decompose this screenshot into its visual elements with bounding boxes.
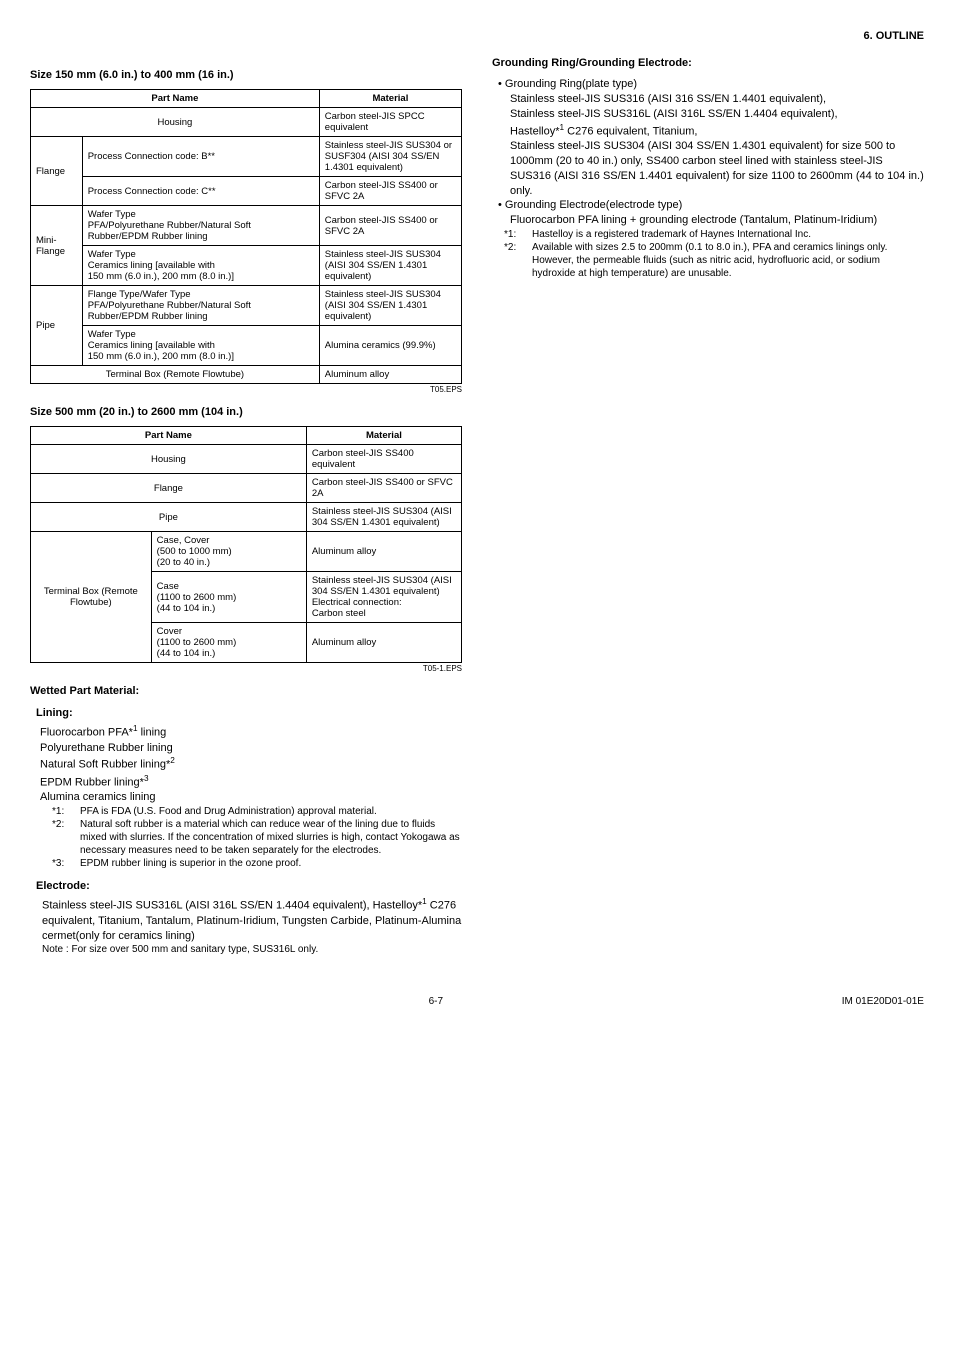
content-columns: Size 150 mm (6.0 in.) to 400 mm (16 in.)…	[30, 57, 924, 956]
t2-r1-part: Case, Cover (500 to 1000 mm) (20 to 40 i…	[151, 532, 306, 572]
t1-h-part: Part Name	[31, 90, 320, 108]
t1-flange-r1-mat: Stainless steel-JIS SUS304 or SUSF304 (A…	[319, 137, 461, 177]
lining-title: Lining:	[30, 707, 462, 719]
grounding-body-2: Stainless steel-JIS SUS316L (AISI 316L S…	[492, 107, 924, 122]
t2-housing-part: Housing	[31, 445, 307, 474]
t1-h-mat: Material	[319, 90, 461, 108]
t1-mini-r2-mat: Stainless steel-JIS SUS304 (AISI 304 SS/…	[319, 246, 461, 286]
size-150-title: Size 150 mm (6.0 in.) to 400 mm (16 in.)	[30, 69, 462, 81]
t1-flange-r2-mat: Carbon steel-JIS SS400 or SFVC 2A	[319, 177, 461, 206]
document-id: IM 01E20D01-01E	[842, 996, 924, 1007]
t1-mini-label: Mini-Flange	[31, 206, 83, 286]
t2-pipe-mat: Stainless steel-JIS SUS304 (AISI 304 SS/…	[306, 503, 461, 532]
left-column: Size 150 mm (6.0 in.) to 400 mm (16 in.)…	[30, 57, 462, 956]
right-note-2: *2: Available with sizes 2.5 to 200mm (0…	[492, 241, 924, 280]
grounding-body-1: Stainless steel-JIS SUS316 (AISI 316 SS/…	[492, 92, 924, 107]
t1-flange-r1-part: Process Connection code: B**	[82, 137, 319, 177]
t2-pipe-part: Pipe	[31, 503, 307, 532]
t2-flange-mat: Carbon steel-JIS SS400 or SFVC 2A	[306, 474, 461, 503]
t2-housing-mat: Carbon steel-JIS SS400 equivalent	[306, 445, 461, 474]
t2-r3-mat: Aluminum alloy	[306, 623, 461, 663]
grounding-body-4: Stainless steel-JIS SUS304 (AISI 304 SS/…	[492, 139, 924, 198]
t1-mini-r1-part: Wafer Type PFA/Polyurethane Rubber/Natur…	[82, 206, 319, 246]
t1-housing-part: Housing	[31, 108, 320, 137]
page-footer: 6-7 IM 01E20D01-01E	[30, 996, 924, 1007]
lining-line-4: EPDM Rubber lining*3	[30, 773, 462, 791]
electrode-note: Note : For size over 500 mm and sanitary…	[30, 943, 462, 956]
table-size-500: Part Name Material Housing Carbon steel-…	[30, 426, 462, 663]
right-note-2-label: *2:	[504, 241, 532, 280]
t2-tbox-label: Terminal Box (Remote Flowtube)	[31, 532, 152, 663]
lining-line-3: Natural Soft Rubber lining*2	[30, 755, 462, 773]
t1-term-mat: Aluminum alloy	[319, 366, 461, 384]
t1-mini-r1-mat: Carbon steel-JIS SS400 or SFVC 2A	[319, 206, 461, 246]
t1-pipe-label: Pipe	[31, 286, 83, 366]
t1-pipe-r1-mat: Stainless steel-JIS SUS304 (AISI 304 SS/…	[319, 286, 461, 326]
right-note-1-text: Hastelloy is a registered trademark of H…	[532, 228, 924, 241]
t2-h-part: Part Name	[31, 427, 307, 445]
lining-line-2: Polyurethane Rubber lining	[30, 741, 462, 756]
note-3-label: *3:	[52, 857, 80, 870]
note-3-text: EPDM rubber lining is superior in the oz…	[80, 857, 462, 870]
t2-r2-part: Case (1100 to 2600 mm) (44 to 104 in.)	[151, 572, 306, 623]
lining-line-1: Fluorocarbon PFA*1 lining	[30, 723, 462, 741]
grounding-bullet-2: • Grounding Electrode(electrode type)	[492, 198, 924, 213]
t2-h-mat: Material	[306, 427, 461, 445]
right-note-1-label: *1:	[504, 228, 532, 241]
electrode-title: Electrode:	[30, 880, 462, 892]
note-2-label: *2:	[52, 818, 80, 857]
right-note-2-text: Available with sizes 2.5 to 200mm (0.1 t…	[532, 241, 924, 280]
t1-term-part: Terminal Box (Remote Flowtube)	[31, 366, 320, 384]
grounding-body-3: Hastelloy*1 C276 equivalent, Titanium,	[492, 122, 924, 140]
electrode-body: Stainless steel-JIS SUS316L (AISI 316L S…	[30, 896, 462, 943]
right-column: Grounding Ring/Grounding Electrode: • Gr…	[492, 57, 924, 956]
t1-housing-mat: Carbon steel-JIS SPCC equivalent	[319, 108, 461, 137]
t1-pipe-r1-part: Flange Type/Wafer Type PFA/Polyurethane …	[82, 286, 319, 326]
note-2: *2: Natural soft rubber is a material wh…	[30, 818, 462, 857]
t1-pipe-r2-part: Wafer Type Ceramics lining [available wi…	[82, 326, 319, 366]
t1-footer: T05.EPS	[30, 385, 462, 394]
section-header: 6. OUTLINE	[30, 30, 924, 42]
t2-flange-part: Flange	[31, 474, 307, 503]
note-3: *3: EPDM rubber lining is superior in th…	[30, 857, 462, 870]
size-500-title: Size 500 mm (20 in.) to 2600 mm (104 in.…	[30, 406, 462, 418]
grounding-body-5: Fluorocarbon PFA lining + grounding elec…	[492, 213, 924, 228]
lining-line-5: Alumina ceramics lining	[30, 790, 462, 805]
note-1: *1: PFA is FDA (U.S. Food and Drug Admin…	[30, 805, 462, 818]
page-number: 6-7	[429, 996, 443, 1007]
t2-r2-mat: Stainless steel-JIS SUS304 (AISI 304 SS/…	[306, 572, 461, 623]
grounding-title: Grounding Ring/Grounding Electrode:	[492, 57, 924, 69]
note-1-text: PFA is FDA (U.S. Food and Drug Administr…	[80, 805, 462, 818]
t1-mini-r2-part: Wafer Type Ceramics lining [available wi…	[82, 246, 319, 286]
t2-r3-part: Cover (1100 to 2600 mm) (44 to 104 in.)	[151, 623, 306, 663]
table-size-150: Part Name Material Housing Carbon steel-…	[30, 89, 462, 384]
right-note-1: *1: Hastelloy is a registered trademark …	[492, 228, 924, 241]
wetted-title: Wetted Part Material:	[30, 685, 462, 697]
note-1-label: *1:	[52, 805, 80, 818]
t1-flange-r2-part: Process Connection code: C**	[82, 177, 319, 206]
t2-footer: T05-1.EPS	[30, 664, 462, 673]
electrode-note-text: Note : For size over 500 mm and sanitary…	[78, 943, 462, 956]
note-2-text: Natural soft rubber is a material which …	[80, 818, 462, 857]
t1-flange-label: Flange	[31, 137, 83, 206]
t1-pipe-r2-mat: Alumina ceramics (99.9%)	[319, 326, 461, 366]
grounding-bullet-1: • Grounding Ring(plate type)	[492, 77, 924, 92]
t2-r1-mat: Aluminum alloy	[306, 532, 461, 572]
